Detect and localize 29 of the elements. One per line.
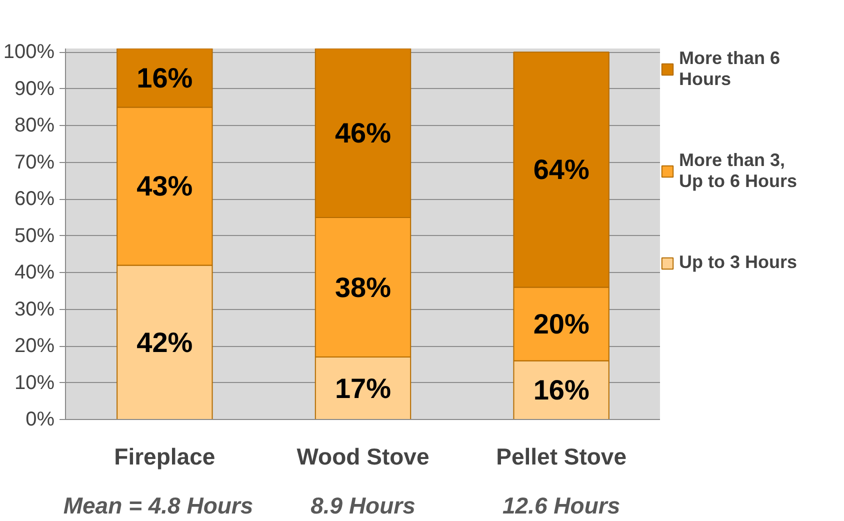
text: 20% <box>533 308 590 340</box>
text: 16% <box>533 374 590 406</box>
x-tick-label: Wood Stove <box>296 444 430 470</box>
y-tick-label: 30% <box>14 298 55 320</box>
y-tick-label: 0% <box>26 408 55 430</box>
text: 46% <box>334 117 392 148</box>
y-tick-label: 100% <box>3 41 55 64</box>
text: Mean = 4.8 Hours <box>63 492 254 518</box>
text: 12.6 Hours <box>502 492 620 518</box>
y-tick-label: 90% <box>14 78 55 100</box>
text: 64% <box>533 154 590 186</box>
text: 43% <box>136 170 193 202</box>
legend-label: Up to 3 Hours <box>679 252 798 273</box>
y-tick-label: 10% <box>14 372 55 394</box>
text: 17% <box>334 372 392 404</box>
text: 38% <box>334 272 392 303</box>
legend-label: More than 6 Hours <box>679 48 780 90</box>
y-tick-label: 40% <box>14 262 55 284</box>
y-tick-label: 70% <box>14 151 55 174</box>
legend-label: More than 3, Up to 6 Hours <box>679 150 798 192</box>
y-tick-label: 80% <box>14 114 55 137</box>
text: 8.9 Hours <box>310 492 416 518</box>
y-tick-label: 50% <box>14 224 55 247</box>
text: 42% <box>136 326 193 358</box>
y-tick-label: 60% <box>14 188 55 210</box>
x-tick-label: Fireplace <box>114 444 216 470</box>
y-tick-label: 20% <box>14 335 55 358</box>
x-tick-label: Pellet Stove <box>496 444 627 470</box>
text: 16% <box>136 62 193 94</box>
